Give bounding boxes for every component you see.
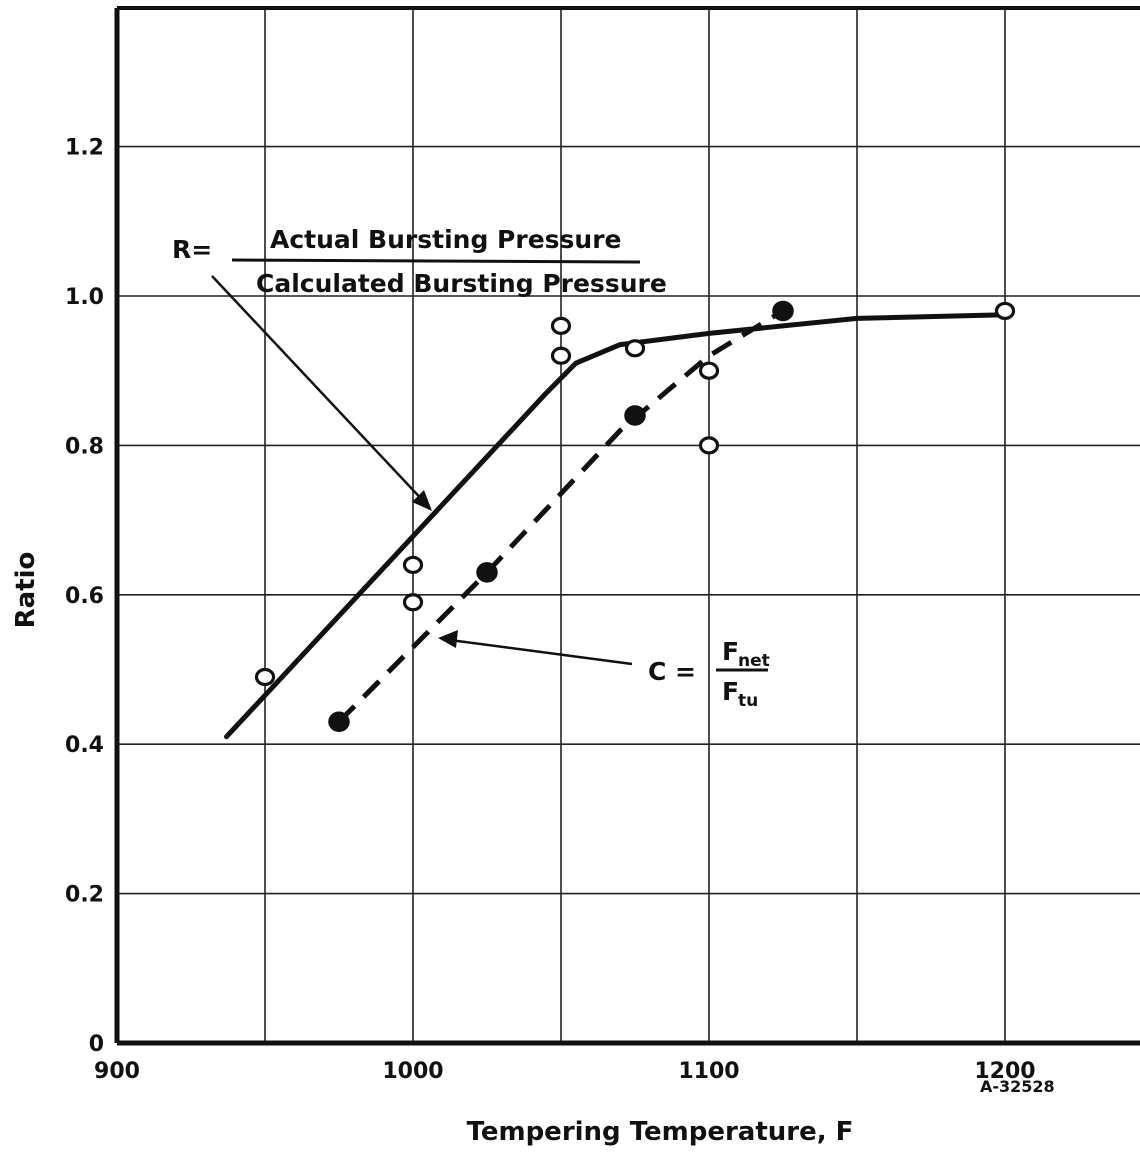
- annotation-r-fraction-bar: [231, 258, 641, 264]
- x-tick-label: 1200: [974, 1059, 1035, 1084]
- annotation-r-numerator: Actual Bursting Pressure: [270, 225, 622, 254]
- figure-id: A-32528: [980, 1077, 1055, 1096]
- x-tick-label: 1100: [678, 1059, 739, 1084]
- data-point-r: [698, 436, 720, 455]
- y-tick-label: 0.8: [65, 434, 104, 459]
- grid: [117, 8, 1140, 1043]
- annotation-c-arrowhead: [438, 630, 458, 648]
- annotation-c-prefix: C =: [648, 657, 696, 686]
- x-tick-label: 1000: [382, 1059, 443, 1084]
- x-axis-label: Tempering Temperature, F: [467, 1117, 854, 1147]
- annotation-c-arrow: [449, 638, 633, 666]
- data-point-r: [550, 316, 572, 335]
- y-tick-label: 1.0: [65, 285, 104, 310]
- tick-labels: 900 1000 1100 1200 0 0.2 0.4 0.6 0.8 1.0 1.2: [65, 136, 1036, 1084]
- y-tick-label: 0: [89, 1032, 104, 1057]
- y-tick-label: 0.6: [65, 584, 104, 609]
- data-point-r: [402, 593, 424, 612]
- annotation-c-den-sub: tu: [738, 691, 758, 711]
- annotation-c-num-main: F: [722, 637, 739, 666]
- series-line-r: [224, 312, 1008, 740]
- markers: [254, 300, 1016, 733]
- y-tick-label: 0.4: [65, 733, 104, 758]
- data-point-c: [328, 711, 350, 733]
- y-tick-label: 1.2: [65, 136, 104, 161]
- annotation-r-arrowhead: [412, 490, 432, 511]
- data-point-r: [402, 555, 424, 575]
- annotation-r-prefix: R=: [172, 235, 212, 264]
- data-point-r: [550, 346, 572, 365]
- x-tick-label: 900: [94, 1059, 140, 1084]
- annotation-c-den-main: F: [722, 677, 739, 706]
- annotation-c-num-sub: net: [738, 651, 770, 671]
- y-tick-label: 0.2: [65, 883, 104, 908]
- series-line-c: [337, 308, 785, 724]
- annotation-r-arrow: [211, 275, 429, 507]
- y-axis-label: Ratio: [11, 552, 41, 629]
- data-point-c: [476, 562, 498, 583]
- annotation-r-denominator: Calculated Bursting Pressure: [256, 269, 667, 298]
- annotation-c: C = F net F tu: [438, 630, 770, 711]
- data-point-r: [994, 301, 1016, 321]
- data-point-c: [772, 300, 794, 322]
- axes: [114, 6, 1140, 1046]
- curves: [224, 308, 1008, 740]
- data-point-r: [698, 361, 720, 380]
- data-point-r: [254, 667, 276, 687]
- data-point-c: [624, 405, 646, 426]
- data-point-r: [624, 339, 646, 358]
- annotation-r: R= Actual Bursting Pressure Calculated B…: [172, 225, 667, 511]
